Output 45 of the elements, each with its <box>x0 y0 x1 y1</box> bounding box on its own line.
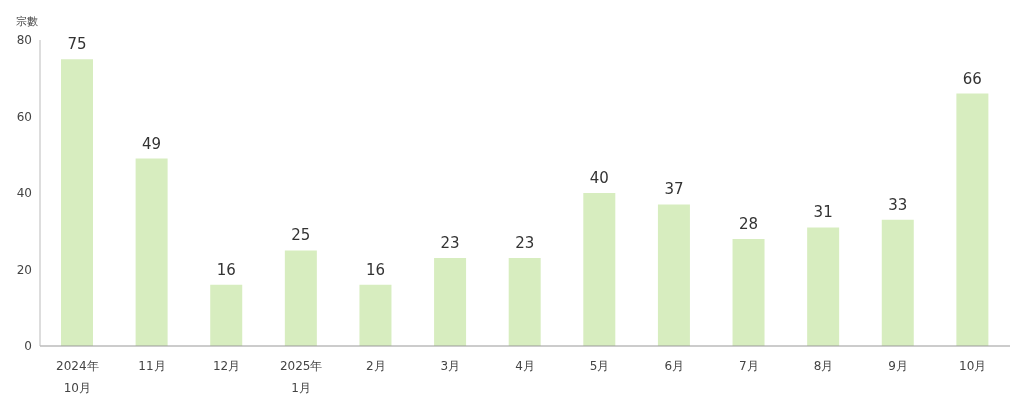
x-tick-label: 6月 <box>664 359 685 373</box>
x-tick-label: 5月 <box>589 359 610 373</box>
bar <box>135 158 168 346</box>
data-label: 23 <box>515 234 535 253</box>
data-label: 16 <box>216 260 236 279</box>
data-label: 16 <box>365 260 386 279</box>
bar <box>732 238 765 346</box>
y-tick-label: 60 <box>16 109 32 124</box>
y-axis-title: 宗數 <box>16 14 38 29</box>
bar <box>210 284 243 346</box>
y-tick-label: 0 <box>24 339 32 354</box>
x-tick-label: 11月 <box>138 359 166 373</box>
bar <box>583 193 616 346</box>
y-tick-label: 40 <box>16 186 32 201</box>
bar <box>807 227 840 346</box>
y-tick-label: 20 <box>16 262 32 277</box>
x-tick-label: 2024年 10月 <box>56 359 99 395</box>
data-label: 66 <box>962 69 982 88</box>
x-tick-label: 12月 <box>212 359 241 373</box>
data-label: 31 <box>813 203 833 222</box>
x-tick-label: 10月 <box>959 359 987 373</box>
x-tick-label: 9月 <box>888 359 908 373</box>
x-tick-label: 2月 <box>365 359 386 373</box>
bar <box>61 59 93 346</box>
data-label: 33 <box>888 195 908 214</box>
data-label: 75 <box>67 35 87 54</box>
data-label: 25 <box>291 226 311 245</box>
bar <box>434 258 467 346</box>
x-tick-label: 2025年 1月 <box>279 359 323 395</box>
bar <box>956 93 989 346</box>
data-label: 28 <box>738 214 759 233</box>
data-label: 40 <box>589 169 609 187</box>
bar <box>359 284 392 346</box>
x-tick-label: 3月 <box>440 359 461 373</box>
x-tick-label: 8月 <box>813 359 834 373</box>
data-label: 23 <box>440 234 460 253</box>
x-tick-label: 4月 <box>515 359 535 373</box>
data-label: 49 <box>142 134 162 153</box>
bar <box>657 204 690 346</box>
bar <box>881 219 914 346</box>
y-tick-label: 80 <box>16 33 32 48</box>
bar <box>284 250 317 346</box>
bar <box>508 258 541 346</box>
data-label: 37 <box>664 180 684 199</box>
x-tick-label: 7月 <box>739 359 759 373</box>
